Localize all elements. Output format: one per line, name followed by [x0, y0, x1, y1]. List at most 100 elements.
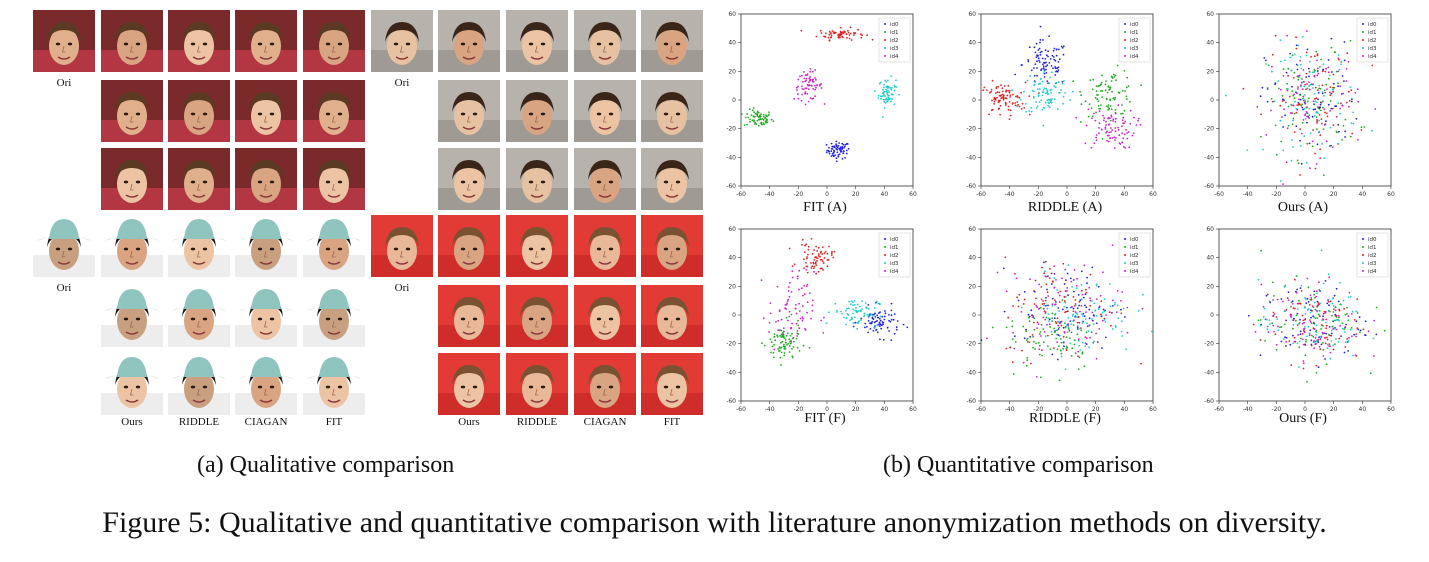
scatter-point: [797, 93, 799, 96]
scatter-plot: -60 -40 -20 0 20 40 60 -60 -40 -20 0 20 40 60 id0 id1 id…: [945, 10, 1157, 204]
scatter-point: [808, 292, 811, 294]
scatter-point: [1310, 339, 1313, 342]
scatter-point: [817, 255, 820, 257]
scatter-point: [1059, 338, 1062, 340]
scatter-point: [794, 304, 797, 306]
scatter-point: [1317, 302, 1320, 305]
scatter-point: [1270, 109, 1272, 112]
scatter-point: [1270, 97, 1273, 100]
scatter-point: [883, 318, 886, 321]
scatter-point: [1259, 319, 1262, 321]
scatter-point: [1313, 55, 1316, 58]
scatter-point: [1122, 307, 1125, 310]
legend-marker: [1124, 270, 1126, 272]
scatter-point: [1292, 342, 1295, 345]
scatter-point: [1115, 79, 1117, 82]
scatter-point: [884, 310, 886, 312]
scatter-point: [1053, 327, 1055, 330]
scatter-point: [1056, 289, 1059, 291]
scatter-point: [773, 333, 776, 335]
scatter-point: [790, 326, 792, 329]
scatter-point: [1312, 83, 1314, 85]
scatter-point: [850, 303, 852, 306]
scatter-point: [1112, 299, 1114, 302]
scatter-point: [810, 84, 813, 87]
scatter-point: [1310, 297, 1313, 299]
scatter-point: [991, 79, 994, 82]
scatter-point: [1313, 290, 1316, 293]
scatter-point: [783, 330, 785, 333]
scatter-point: [815, 86, 817, 89]
scatter-point: [1084, 318, 1087, 320]
scatter-point: [1343, 351, 1346, 354]
scatter-point: [770, 341, 773, 344]
scatter-point: [803, 77, 806, 80]
scatter-point: [801, 238, 804, 241]
scatter-point: [849, 26, 852, 29]
scatter-point: [816, 84, 818, 86]
scatter-point: [1282, 183, 1284, 186]
scatter-point: [1037, 49, 1040, 51]
scatter-point: [1098, 84, 1100, 87]
scatter-point: [1084, 342, 1087, 344]
scatter-point: [804, 328, 806, 330]
y-tick-label: 60: [728, 226, 736, 233]
scatter-point: [1301, 78, 1303, 80]
scatter-point: [828, 30, 831, 33]
scatter-point: [785, 335, 788, 337]
scatter-point: [793, 98, 795, 100]
scatter-point: [773, 356, 775, 359]
scatter-point: [1069, 99, 1071, 101]
scatter-point: [993, 100, 996, 103]
scatter-point: [1319, 338, 1322, 341]
scatter-point: [1039, 25, 1042, 28]
scatter-point: [1057, 69, 1060, 71]
scatter-point: [1051, 320, 1054, 322]
scatter-point: [1025, 339, 1028, 342]
scatter-point: [1329, 126, 1332, 129]
scatter-point: [1017, 103, 1019, 106]
scatter-point: [788, 338, 791, 341]
scatter-point: [1033, 321, 1035, 324]
scatter-point: [835, 160, 838, 163]
scatter-point: [1140, 84, 1142, 87]
scatter-point: [1038, 344, 1041, 347]
scatter-point: [1364, 334, 1367, 336]
scatter-point: [1348, 100, 1351, 102]
scatter-point: [802, 71, 805, 73]
scatter-point: [822, 262, 825, 264]
scatter-point: [1337, 57, 1340, 60]
scatter-point: [1092, 314, 1095, 317]
scatter-point: [1034, 63, 1037, 66]
scatter-point: [1343, 307, 1345, 310]
scatter-point: [1304, 118, 1307, 120]
scatter-point: [815, 272, 818, 275]
legend-entry: id4: [1368, 269, 1377, 275]
scatter-point: [837, 144, 840, 147]
scatter-point: [1329, 91, 1331, 94]
scatter-point: [815, 256, 817, 258]
face-anonymized: [641, 285, 703, 347]
scatter-point: [1315, 111, 1318, 114]
scatter-point: [760, 118, 763, 121]
scatter-point: [1038, 61, 1041, 63]
scatter-point: [1327, 77, 1330, 80]
y-tick-label: -40: [726, 154, 736, 161]
legend-entry: id1: [1130, 245, 1139, 251]
scatter-point: [874, 325, 876, 327]
scatter-point: [1121, 132, 1123, 135]
scatter-point: [833, 250, 836, 253]
scatter-point: [806, 271, 809, 274]
scatter-point: [1098, 305, 1101, 308]
scatter-point: [1286, 127, 1289, 130]
scatter-point: [830, 254, 833, 256]
scatter-point: [1301, 88, 1304, 91]
scatter-point: [1259, 339, 1262, 341]
method-label: RIDDLE: [178, 416, 220, 428]
scatter-point: [1072, 80, 1075, 83]
scatter-point: [803, 284, 805, 287]
scatter-point: [1296, 312, 1299, 315]
scatter-point: [1095, 283, 1098, 286]
scatter-point: [1079, 299, 1082, 302]
scatter-point: [1126, 76, 1129, 79]
